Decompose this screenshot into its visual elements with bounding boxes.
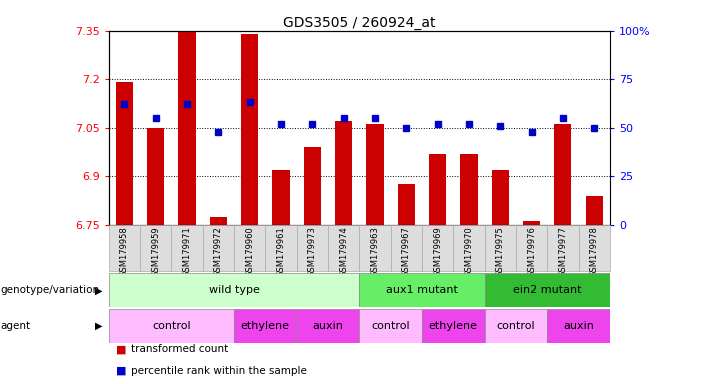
Bar [461, 154, 477, 225]
Text: ethylene: ethylene [429, 321, 478, 331]
Bar [265, 225, 297, 271]
Bar [516, 225, 547, 271]
Bar [140, 225, 171, 271]
Bar [360, 225, 390, 271]
Text: GSM179978: GSM179978 [590, 226, 599, 277]
Text: GSM179975: GSM179975 [496, 226, 505, 277]
Bar [484, 309, 547, 343]
Text: GSM179961: GSM179961 [276, 226, 285, 277]
Bar [578, 225, 610, 271]
Bar [109, 309, 234, 343]
Text: control: control [496, 321, 535, 331]
Text: GSM179977: GSM179977 [559, 226, 567, 277]
Text: ■: ■ [116, 344, 126, 354]
Text: transformed count: transformed count [131, 344, 229, 354]
Text: control: control [372, 321, 410, 331]
Bar [297, 309, 360, 343]
Text: GSM179976: GSM179976 [527, 226, 536, 277]
Bar [547, 225, 578, 271]
Bar [234, 309, 297, 343]
Bar [171, 225, 203, 271]
Bar [422, 309, 484, 343]
Bar [547, 309, 610, 343]
Bar [234, 225, 265, 271]
Bar [178, 32, 196, 225]
Text: ▶: ▶ [95, 285, 102, 295]
Bar [304, 147, 321, 225]
Bar [454, 225, 484, 271]
Bar [422, 225, 454, 271]
Title: GDS3505 / 260924_at: GDS3505 / 260924_at [283, 16, 435, 30]
Text: auxin: auxin [563, 321, 594, 331]
Bar [360, 309, 422, 343]
Bar [484, 273, 610, 307]
Bar [147, 128, 164, 225]
Bar [297, 225, 328, 271]
Bar [367, 124, 383, 225]
Bar [328, 225, 360, 271]
Text: GSM179974: GSM179974 [339, 226, 348, 277]
Bar [397, 184, 415, 225]
Text: auxin: auxin [313, 321, 343, 331]
Bar [429, 154, 447, 225]
Bar [116, 83, 133, 225]
Text: GSM179973: GSM179973 [308, 226, 317, 277]
Text: GSM179963: GSM179963 [370, 226, 379, 277]
Text: GSM179969: GSM179969 [433, 226, 442, 277]
Text: GSM179971: GSM179971 [182, 226, 191, 277]
Text: aux1 mutant: aux1 mutant [386, 285, 458, 295]
Bar [585, 195, 603, 225]
Text: wild type: wild type [208, 285, 259, 295]
Bar [109, 225, 140, 271]
Text: GSM179960: GSM179960 [245, 226, 254, 277]
Bar [390, 225, 422, 271]
Text: control: control [152, 321, 191, 331]
Bar [272, 170, 290, 225]
Bar [109, 273, 360, 307]
Text: ■: ■ [116, 366, 126, 376]
Bar [554, 124, 571, 225]
Bar [360, 273, 484, 307]
Bar [241, 34, 258, 225]
Text: percentile rank within the sample: percentile rank within the sample [131, 366, 307, 376]
Bar [210, 217, 227, 225]
Text: ▶: ▶ [95, 321, 102, 331]
Text: GSM179958: GSM179958 [120, 226, 129, 277]
Text: agent: agent [1, 321, 31, 331]
Text: GSM179970: GSM179970 [464, 226, 473, 277]
Bar [335, 121, 352, 225]
Text: GSM179959: GSM179959 [151, 226, 160, 276]
Bar [491, 170, 509, 225]
Text: ethylene: ethylene [240, 321, 290, 331]
Text: ein2 mutant: ein2 mutant [513, 285, 581, 295]
Text: genotype/variation: genotype/variation [1, 285, 100, 295]
Bar [484, 225, 516, 271]
Bar [523, 221, 540, 225]
Bar [203, 225, 234, 271]
Text: GSM179972: GSM179972 [214, 226, 223, 277]
Text: GSM179967: GSM179967 [402, 226, 411, 277]
